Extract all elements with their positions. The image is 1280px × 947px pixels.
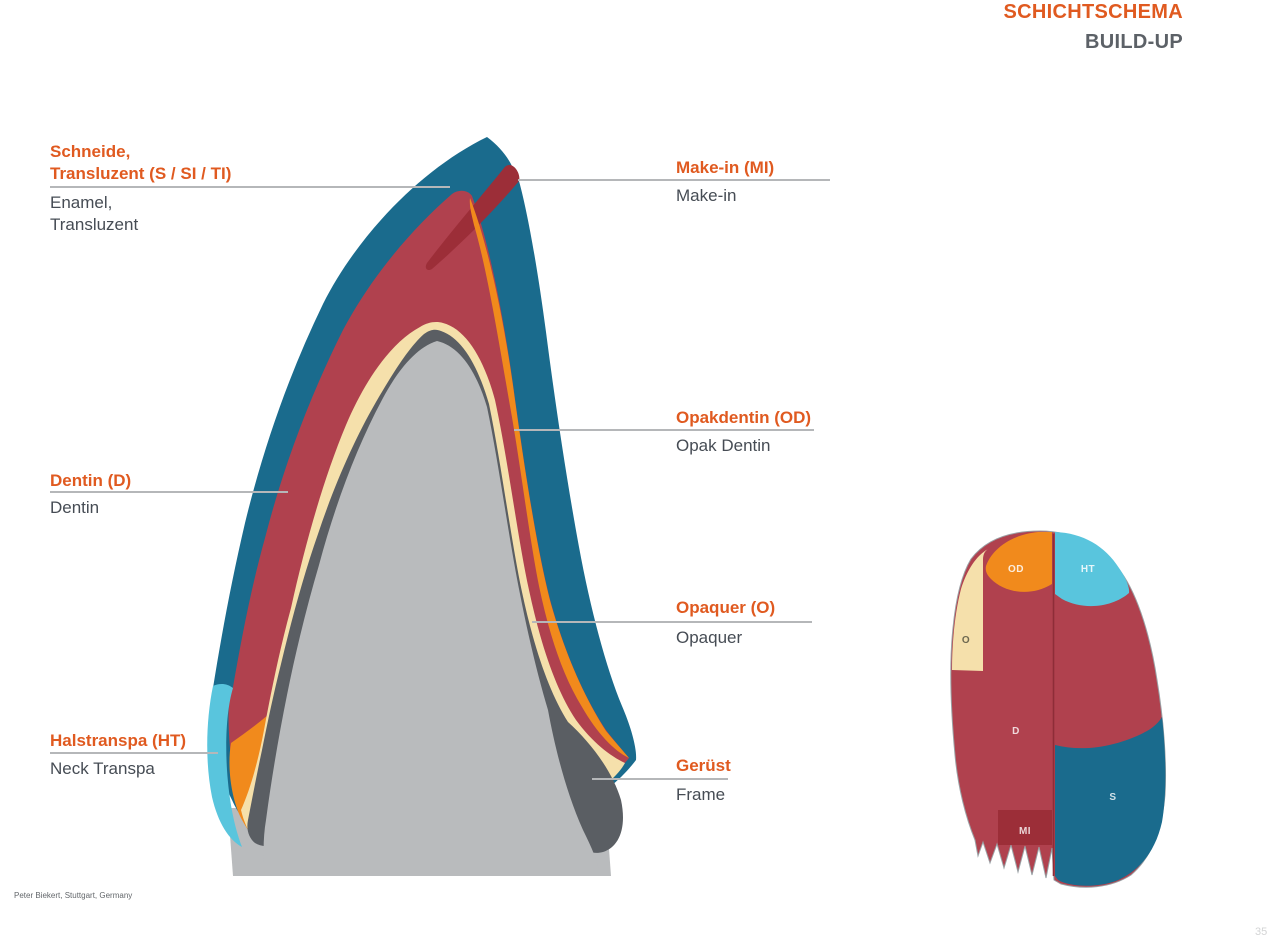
opakdentin-layer (469, 198, 629, 758)
label-opaquer-de: Opaquer (O) (676, 598, 776, 617)
label-dentin-de: Dentin (D) (50, 471, 132, 490)
mini-label-d: D (1012, 726, 1020, 737)
connector-line-opaquer (532, 621, 812, 623)
label-make-in-en: Make-in (676, 186, 737, 205)
title-english: BUILD-UP (1085, 31, 1183, 53)
mini-label-o: O (962, 635, 970, 646)
mini-label-od: OD (1008, 564, 1024, 575)
label-schneide-de-line1: Schneide, (50, 142, 131, 161)
label-schneide-de-line2: Transluzent (S / SI / TI) (50, 164, 232, 183)
mini-enamel-region (1055, 717, 1166, 886)
connector-line-dentin (50, 491, 288, 493)
connector-line-schneide (50, 186, 450, 188)
main-tooth-cross-section (207, 137, 637, 876)
connector-line-make-in (518, 179, 830, 181)
label-halstranspa-en: Neck Transpa (50, 759, 155, 778)
label-opaquer-en: Opaquer (676, 628, 743, 647)
label-geruest-en: Frame (676, 785, 726, 804)
die-core (263, 341, 600, 876)
neck-transpa-layer (207, 683, 242, 847)
mini-opaquer-region (952, 549, 988, 671)
page-number: 35 (1255, 926, 1268, 938)
label-schneide-en: Enamel, Transluzent (50, 192, 138, 236)
label-schneide-en-line1: Enamel, (50, 193, 113, 212)
label-dentin-en: Dentin (50, 498, 100, 517)
mini-opakdentin-region (985, 532, 1052, 592)
mini-make-in-region (998, 810, 1052, 845)
mini-label-ht: HT (1081, 564, 1095, 575)
page-title: SCHICHTSCHEMA BUILD-UP (1004, 1, 1183, 54)
mini-neck-transpa-region (1055, 532, 1130, 607)
mini-tooth-diagram: OD HT O D MI S (950, 530, 1167, 888)
mini-label-mi: MI (1019, 826, 1031, 837)
label-geruest-de: Gerüst (676, 756, 731, 775)
connector-line-opakdentin (514, 429, 814, 431)
label-opakdentin-en: Opak Dentin (676, 436, 771, 455)
credit-text: Peter Biekert, Stuttgart, Germany (14, 891, 133, 900)
connector-line-geruest (592, 778, 728, 780)
label-opakdentin-de: Opakdentin (OD) (676, 408, 812, 427)
label-schneide-en-line2: Transluzent (50, 215, 139, 234)
label-halstranspa-de: Halstranspa (HT) (50, 731, 187, 750)
label-make-in-de: Make-in (MI) (676, 158, 775, 177)
label-schneide-de: Schneide, Transluzent (S / SI / TI) (50, 141, 231, 185)
connector-line-halstranspa (50, 752, 218, 754)
title-german: SCHICHTSCHEMA (1003, 1, 1183, 23)
mini-label-s: S (1109, 792, 1116, 803)
